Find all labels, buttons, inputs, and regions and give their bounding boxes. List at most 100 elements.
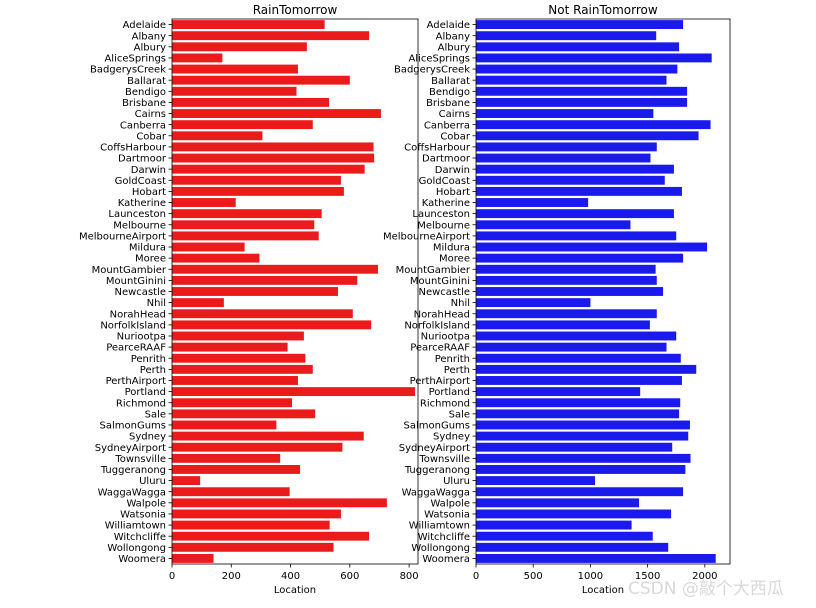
norain-bar: [476, 531, 653, 541]
norain-ytick-label: Adelaide: [427, 20, 470, 31]
norain-bar: [476, 253, 684, 263]
rain-ytick-label: PerthAirport: [106, 376, 167, 387]
rain-ytick-label: SalmonGums: [100, 421, 167, 432]
rain-bar: [172, 64, 298, 74]
norain-ytick-label: SydneyAirport: [399, 443, 470, 454]
norain-bar: [476, 553, 716, 563]
norain-bar: [476, 97, 688, 107]
rain-bar: [172, 164, 365, 174]
rain-ytick-label: Penrith: [131, 354, 166, 365]
rain-bar: [172, 465, 301, 474]
norain-bar: [476, 542, 669, 552]
norain-bar: [476, 409, 680, 419]
rain-ytick-label: Nuriootpa: [117, 332, 166, 343]
rain-xtick-label: 600: [340, 571, 359, 582]
norain-chart-title: Not RainTomorrow: [548, 3, 658, 17]
norain-ytick-label: Newcastle: [419, 287, 471, 298]
rain-ytick-label: Katherine: [118, 198, 166, 209]
norain-bar: [476, 175, 665, 185]
norain-bar: [476, 75, 667, 85]
norain-ytick-label: NorahHead: [414, 309, 470, 320]
norain-bar: [476, 164, 674, 174]
rain-ytick-label: Watsonia: [120, 510, 166, 521]
rain-xtick-label: 400: [281, 571, 300, 582]
rain-bar: [172, 476, 201, 486]
norain-ytick-label: Watsonia: [424, 510, 470, 521]
rain-ytick-label: Richmond: [116, 398, 166, 409]
norain-bar: [476, 487, 684, 497]
norain-bar: [476, 342, 667, 352]
rain-ytick-label: Williamtown: [105, 521, 166, 532]
rain-ytick-label: Witchcliffe: [114, 532, 166, 543]
norain-bar: [476, 298, 591, 308]
rain-xtick-label: 800: [400, 571, 419, 582]
rain-bar: [172, 131, 263, 141]
norain-ytick-label: Darwin: [435, 165, 470, 176]
norain-ytick-label: PerthAirport: [410, 376, 471, 387]
norain-ytick-label: Launceston: [412, 209, 470, 220]
norain-bar: [476, 275, 657, 285]
norain-ytick-label: Dartmoor: [422, 154, 471, 165]
rain-ytick-label: Moree: [135, 254, 166, 265]
norain-ytick-label: Cairns: [439, 109, 470, 120]
rain-bar: [172, 331, 304, 341]
norain-bar: [476, 376, 682, 385]
norain-xtick-label: 0: [473, 571, 479, 582]
norain-bar: [476, 398, 681, 408]
rain-bar: [172, 531, 370, 541]
norain-ytick-label: BadgerysCreek: [394, 65, 470, 76]
norain-ytick-label: Bendigo: [429, 87, 470, 98]
rain-bar: [172, 86, 297, 96]
norain-bar: [476, 220, 631, 230]
rain-bar: [172, 198, 236, 207]
rain-bar: [172, 542, 334, 552]
norain-ytick-label: AliceSprings: [408, 54, 470, 65]
rain-bar: [172, 97, 330, 107]
norain-ytick-label: Sale: [449, 409, 470, 420]
rain-bar: [172, 364, 313, 374]
norain-bar: [476, 465, 686, 474]
norain-bar: [476, 42, 680, 52]
norain-bar: [476, 64, 678, 74]
norain-ytick-label: Moree: [439, 254, 470, 265]
rain-bar: [172, 353, 306, 363]
norain-ytick-label: MountGinini: [410, 276, 470, 287]
norain-bar: [476, 387, 641, 397]
rain-ytick-label: GoldCoast: [115, 176, 166, 187]
rain-ytick-label: SydneyAirport: [95, 443, 166, 454]
rain-ytick-label: Mildura: [129, 243, 166, 254]
norain-ytick-label: Uluru: [443, 476, 470, 487]
norain-ytick-label: Williamtown: [409, 521, 470, 532]
norain-ytick-label: Perth: [444, 365, 470, 376]
rain-ytick-label: Darwin: [131, 165, 166, 176]
norain-bar: [476, 86, 688, 96]
norain-ytick-label: Brisbane: [426, 98, 470, 109]
rain-ytick-label: Walpole: [126, 498, 166, 509]
rain-ytick-label: Brisbane: [122, 98, 166, 109]
norain-bar: [476, 287, 664, 296]
rain-bar: [172, 509, 341, 519]
norain-bar: [476, 320, 650, 330]
norain-bar: [476, 198, 589, 207]
rain-bar: [172, 153, 375, 163]
norain-bar: [476, 53, 712, 63]
norain-bar: [476, 420, 690, 430]
rain-ytick-label: Wollongong: [107, 543, 166, 554]
rain-ytick-label: Woomera: [118, 554, 166, 565]
norain-ytick-label: Penrith: [435, 354, 470, 365]
rain-bar: [172, 186, 344, 196]
rain-ytick-label: Adelaide: [123, 20, 166, 31]
rain-bar: [172, 498, 387, 508]
rain-ytick-label: Ballarat: [127, 76, 166, 87]
norain-ytick-label: Walpole: [430, 498, 470, 509]
norain-xtick-label: 2000: [692, 571, 717, 582]
rain-bar: [172, 320, 372, 330]
norain-ytick-label: Nuriootpa: [421, 332, 470, 343]
rain-ytick-label: MountGinini: [106, 276, 166, 287]
rain-bar: [172, 409, 316, 419]
rain-bar: [172, 220, 315, 230]
norain-ytick-label: Sydney: [433, 432, 470, 443]
norain-bar: [476, 509, 672, 519]
norain-ytick-label: Nhil: [451, 298, 470, 309]
rain-bar: [172, 53, 223, 63]
